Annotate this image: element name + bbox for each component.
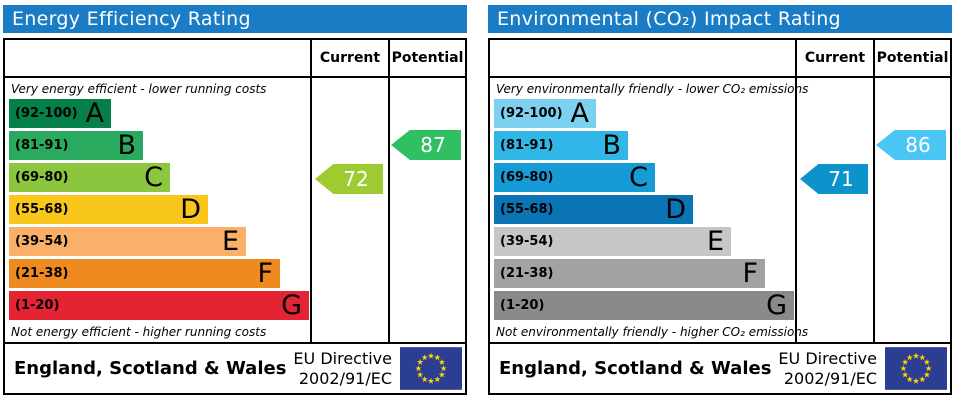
band-letter: G — [281, 290, 302, 321]
rating-bands: (92-100) A (81-91) B (69-80) C (55-68) D… — [494, 99, 794, 323]
band-range-label: (81-91) — [500, 138, 554, 153]
band-range-label: (1-20) — [500, 298, 545, 313]
current-column-header: Current — [319, 50, 381, 66]
current-rating-arrow: 71 — [800, 164, 868, 194]
eu-directive-line1: EU Directive — [293, 348, 392, 368]
eu-directive-label: EU Directive 2002/91/EC — [293, 349, 400, 389]
eu-directive-label: EU Directive 2002/91/EC — [778, 349, 885, 389]
environmental-footer: England, Scotland & Wales EU Directive 2… — [488, 342, 952, 395]
energy-footer: England, Scotland & Wales EU Directive 2… — [3, 342, 467, 395]
current-rating-arrow: 72 — [315, 164, 383, 194]
bottom-caption: Not energy efficient - higher running co… — [11, 325, 267, 339]
band-bar-e: (39-54) E — [494, 227, 731, 256]
band-range-label: (69-80) — [500, 170, 554, 185]
band-bar-f: (21-38) F — [9, 259, 280, 288]
band-letter: G — [766, 290, 787, 321]
band-bar-c: (69-80) C — [494, 163, 655, 192]
band-range-label: (1-20) — [15, 298, 60, 313]
eu-flag-icon — [400, 346, 462, 391]
bottom-caption: Not environmentally friendly - higher CO… — [496, 325, 809, 339]
environmental-panel-title: Environmental (CO₂) Impact Rating — [488, 5, 952, 33]
header-divider — [5, 76, 465, 78]
band-range-label: (92-100) — [15, 106, 78, 121]
band-bar-d: (55-68) D — [494, 195, 693, 224]
band-range-label: (55-68) — [500, 202, 554, 217]
band-range-label: (39-54) — [500, 234, 554, 249]
column-divider — [795, 40, 797, 342]
band-letter: F — [742, 258, 758, 289]
band-letter: E — [221, 226, 239, 257]
eu-directive-line2: 2002/91/EC — [783, 368, 877, 388]
band-letter: A — [570, 98, 589, 129]
band-range-label: (21-38) — [15, 266, 69, 281]
band-bar-b: (81-91) B — [494, 131, 628, 160]
column-divider — [873, 40, 875, 342]
region-label: England, Scotland & Wales — [499, 358, 772, 379]
energy-chart-box: Current Potential Very energy efficient … — [3, 38, 467, 344]
band-bar-g: (1-20) G — [9, 291, 309, 320]
energy-panel-title: Energy Efficiency Rating — [3, 5, 467, 33]
band-bar-f: (21-38) F — [494, 259, 765, 288]
column-divider — [310, 40, 312, 342]
band-bar-b: (81-91) B — [9, 131, 143, 160]
band-bar-c: (69-80) C — [9, 163, 170, 192]
rating-bands: (92-100) A (81-91) B (69-80) C (55-68) D… — [9, 99, 309, 323]
band-letter: B — [602, 130, 621, 161]
eu-directive-line1: EU Directive — [778, 348, 877, 368]
header-divider — [490, 76, 950, 78]
energy-efficiency-panel: Energy Efficiency Rating Current Potenti… — [3, 5, 467, 395]
environmental-chart-box: Current Potential Very environmentally f… — [488, 38, 952, 344]
band-letter: B — [117, 130, 136, 161]
top-caption: Very energy efficient - lower running co… — [11, 82, 267, 96]
band-letter: D — [180, 194, 201, 225]
band-bar-e: (39-54) E — [9, 227, 246, 256]
region-label: England, Scotland & Wales — [14, 358, 287, 379]
current-column-header: Current — [804, 50, 866, 66]
band-letter: C — [144, 162, 163, 193]
top-caption: Very environmentally friendly - lower CO… — [496, 82, 809, 96]
column-divider — [388, 40, 390, 342]
band-range-label: (92-100) — [500, 106, 563, 121]
band-bar-d: (55-68) D — [9, 195, 208, 224]
band-bar-a: (92-100) A — [9, 99, 111, 128]
eu-flag-icon — [885, 346, 947, 391]
environmental-impact-panel: Environmental (CO₂) Impact Rating Curren… — [488, 5, 952, 395]
eu-directive-line2: 2002/91/EC — [298, 368, 392, 388]
band-range-label: (39-54) — [15, 234, 69, 249]
band-range-label: (55-68) — [15, 202, 69, 217]
band-range-label: (21-38) — [500, 266, 554, 281]
band-bar-g: (1-20) G — [494, 291, 794, 320]
band-range-label: (69-80) — [15, 170, 69, 185]
potential-column-header: Potential — [876, 50, 949, 66]
band-range-label: (81-91) — [15, 138, 69, 153]
band-letter: E — [706, 226, 724, 257]
band-letter: F — [257, 258, 273, 289]
potential-rating-arrow: 86 — [876, 130, 946, 160]
band-letter: D — [665, 194, 686, 225]
band-letter: A — [85, 98, 104, 129]
band-letter: C — [629, 162, 648, 193]
band-bar-a: (92-100) A — [494, 99, 596, 128]
potential-rating-arrow: 87 — [391, 130, 461, 160]
potential-column-header: Potential — [391, 50, 464, 66]
